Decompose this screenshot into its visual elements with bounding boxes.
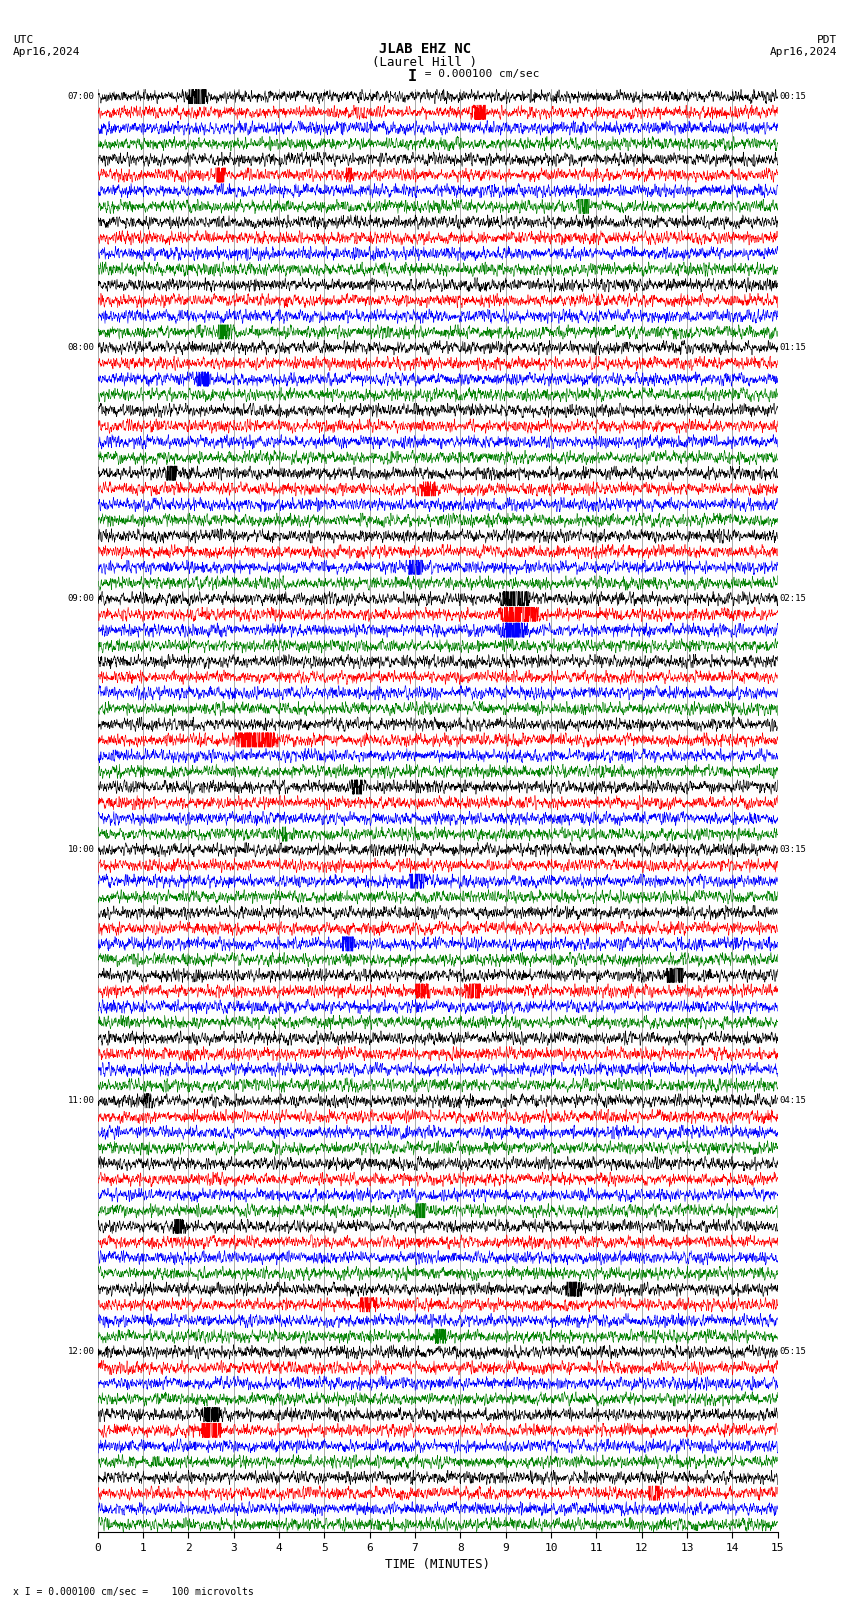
Text: 03:15: 03:15 [779,845,806,855]
Text: JLAB EHZ NC: JLAB EHZ NC [379,42,471,56]
Text: 02:15: 02:15 [779,594,806,603]
Text: 12:00: 12:00 [67,1347,94,1357]
Text: = 0.000100 cm/sec: = 0.000100 cm/sec [418,69,540,79]
Text: UTC
Apr16,2024: UTC Apr16,2024 [13,35,80,56]
Text: x I = 0.000100 cm/sec =    100 microvolts: x I = 0.000100 cm/sec = 100 microvolts [13,1587,253,1597]
Text: PDT
Apr16,2024: PDT Apr16,2024 [770,35,837,56]
Text: (Laurel Hill ): (Laurel Hill ) [372,56,478,69]
Text: 05:15: 05:15 [779,1347,806,1357]
Text: 11:00: 11:00 [67,1097,94,1105]
Text: 01:15: 01:15 [779,344,806,352]
Text: 04:15: 04:15 [779,1097,806,1105]
Text: 00:15: 00:15 [779,92,806,102]
Text: 09:00: 09:00 [67,594,94,603]
X-axis label: TIME (MINUTES): TIME (MINUTES) [385,1558,490,1571]
Text: I: I [408,69,416,84]
Text: 08:00: 08:00 [67,344,94,352]
Text: 10:00: 10:00 [67,845,94,855]
Text: 07:00: 07:00 [67,92,94,102]
